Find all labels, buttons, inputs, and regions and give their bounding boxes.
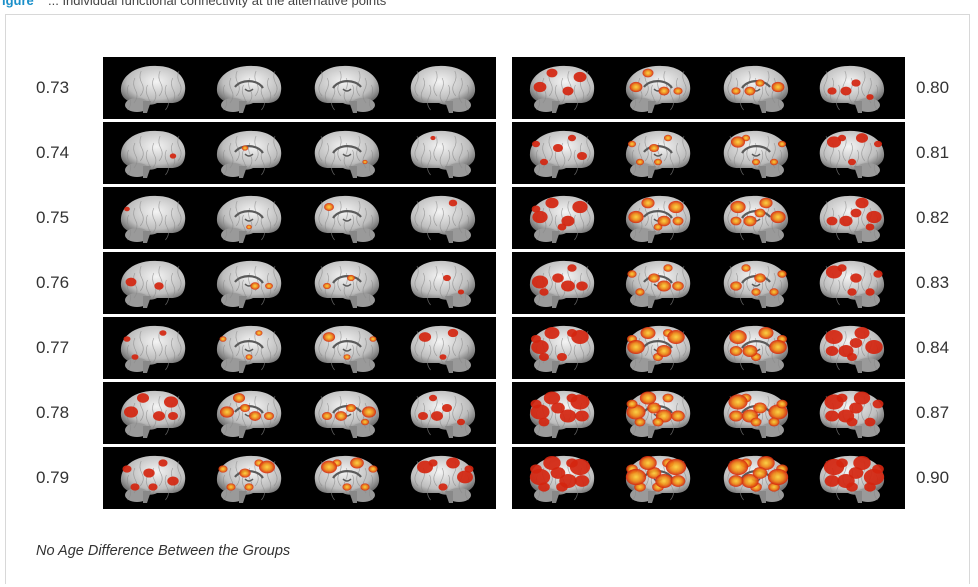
right-brain-panel	[512, 317, 905, 379]
left-brain-panel	[103, 187, 496, 249]
brain-render-lateral-right-icon	[812, 191, 890, 245]
brain-render-lateral-right-icon	[403, 451, 481, 505]
figure-frame	[5, 14, 970, 584]
brain-render-medial-right-icon	[307, 321, 385, 375]
left-threshold-label: 0.78	[36, 403, 70, 422]
brain-render-lateral-left-icon	[115, 256, 193, 310]
brain-render-medial-right-icon	[307, 191, 385, 245]
brain-render-lateral-right-icon	[812, 451, 890, 505]
brain-render-medial-right-icon	[716, 386, 794, 440]
brain-render-lateral-right-icon	[403, 126, 481, 180]
brain-render-medial-right-icon	[716, 61, 794, 115]
right-threshold-label: 0.80	[916, 78, 950, 97]
brain-render-medial-right-icon	[716, 126, 794, 180]
brain-render-lateral-left-icon	[115, 386, 193, 440]
brain-render-medial-right-icon	[307, 126, 385, 180]
right-brain-panel	[512, 447, 905, 509]
right-threshold-label: 0.81	[916, 143, 950, 162]
right-threshold-label: 0.90	[916, 468, 950, 487]
left-brain-panel	[103, 382, 496, 444]
brain-render-medial-right-icon	[307, 61, 385, 115]
figure-caption: igure ... Individual functional connecti…	[0, 0, 978, 8]
brain-render-medial-left-icon	[620, 321, 698, 375]
brain-render-medial-left-icon	[211, 191, 289, 245]
footnote: No Age Difference Between the Groups	[36, 543, 291, 559]
brain-render-lateral-left-icon	[115, 321, 193, 375]
right-brain-panel	[512, 122, 905, 184]
brain-render-lateral-left-icon	[524, 191, 602, 245]
brain-render-medial-left-icon	[620, 386, 698, 440]
brain-render-lateral-left-icon	[115, 61, 193, 115]
right-brain-panel	[512, 252, 905, 314]
right-brain-panel	[512, 187, 905, 249]
brain-render-lateral-left-icon	[524, 386, 602, 440]
brain-render-medial-left-icon	[620, 256, 698, 310]
brain-render-medial-left-icon	[211, 386, 289, 440]
brain-render-lateral-right-icon	[812, 386, 890, 440]
brain-render-lateral-right-icon	[812, 256, 890, 310]
brain-render-medial-right-icon	[307, 386, 385, 440]
brain-render-lateral-left-icon	[115, 126, 193, 180]
brain-render-lateral-left-icon	[524, 61, 602, 115]
brain-render-medial-left-icon	[620, 61, 698, 115]
left-brain-panel	[103, 57, 496, 119]
right-brain-panel	[512, 57, 905, 119]
brain-render-lateral-left-icon	[524, 256, 602, 310]
brain-render-lateral-left-icon	[115, 451, 193, 505]
brain-render-medial-left-icon	[620, 126, 698, 180]
brain-render-medial-right-icon	[716, 451, 794, 505]
right-threshold-label: 0.83	[916, 273, 950, 292]
right-threshold-label: 0.87	[916, 403, 950, 422]
brain-render-medial-right-icon	[716, 191, 794, 245]
brain-render-lateral-left-icon	[524, 126, 602, 180]
left-brain-panel	[103, 252, 496, 314]
brain-render-lateral-right-icon	[812, 321, 890, 375]
brain-render-lateral-right-icon	[403, 321, 481, 375]
brain-render-lateral-right-icon	[403, 61, 481, 115]
brain-render-medial-left-icon	[211, 126, 289, 180]
brain-render-medial-left-icon	[620, 451, 698, 505]
figure-caption-label: igure	[2, 0, 34, 8]
brain-render-medial-right-icon	[307, 451, 385, 505]
left-threshold-label: 0.79	[36, 468, 70, 487]
left-brain-panel	[103, 122, 496, 184]
brain-render-lateral-right-icon	[403, 191, 481, 245]
right-threshold-label: 0.84	[916, 338, 950, 357]
brain-render-lateral-left-icon	[115, 191, 193, 245]
left-threshold-label: 0.73	[36, 78, 70, 97]
left-threshold-label: 0.75	[36, 208, 70, 227]
brain-render-medial-right-icon	[307, 256, 385, 310]
left-threshold-label: 0.74	[36, 143, 70, 162]
figure-caption-text: ... Individual functional connectivity a…	[48, 0, 387, 8]
brain-render-medial-left-icon	[211, 256, 289, 310]
brain-render-lateral-left-icon	[524, 451, 602, 505]
brain-render-medial-left-icon	[211, 61, 289, 115]
brain-render-lateral-right-icon	[403, 386, 481, 440]
brain-render-medial-right-icon	[716, 321, 794, 375]
brain-render-lateral-right-icon	[403, 256, 481, 310]
left-threshold-label: 0.77	[36, 338, 70, 357]
right-threshold-label: 0.82	[916, 208, 950, 227]
left-threshold-label: 0.76	[36, 273, 70, 292]
brain-render-medial-left-icon	[211, 451, 289, 505]
left-brain-panel	[103, 317, 496, 379]
brain-render-lateral-right-icon	[812, 61, 890, 115]
brain-render-lateral-right-icon	[812, 126, 890, 180]
right-brain-panel	[512, 382, 905, 444]
brain-render-medial-right-icon	[716, 256, 794, 310]
brain-render-medial-left-icon	[620, 191, 698, 245]
brain-render-lateral-left-icon	[524, 321, 602, 375]
left-brain-panel	[103, 447, 496, 509]
brain-render-medial-left-icon	[211, 321, 289, 375]
